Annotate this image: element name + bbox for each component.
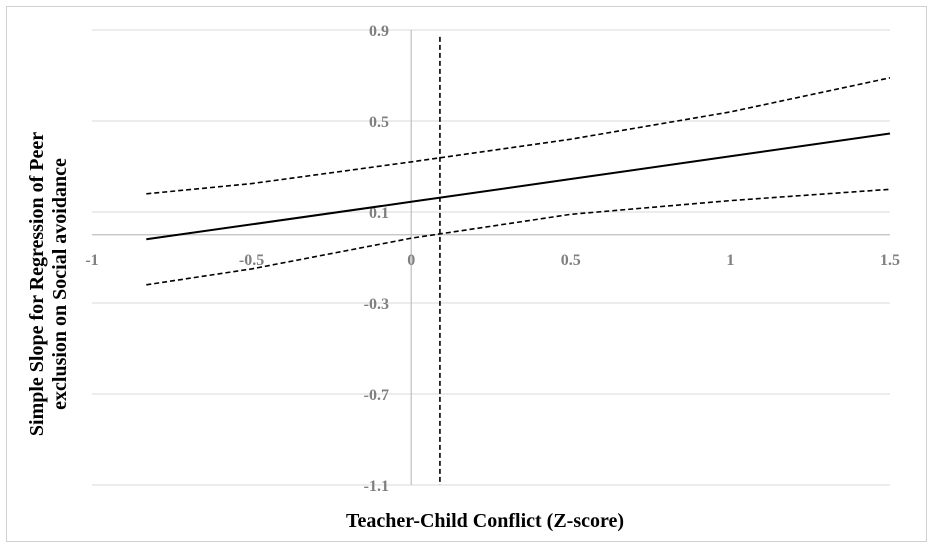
y-axis-title: Simple Slope for Regression of Peer excl…: [26, 132, 71, 436]
x-tick-label: -1: [85, 252, 98, 269]
y-tick-label: 0.1: [369, 205, 389, 222]
x-axis-title: Teacher-Child Conflict (Z-score): [346, 510, 624, 532]
chart-frame: [6, 6, 927, 542]
x-tick-label: 0.5: [561, 252, 581, 269]
x-tick-label: -0.5: [239, 252, 264, 269]
x-tick-labels: -1 -0.5 0 0.5 1 1.5: [85, 252, 900, 269]
axes: [92, 30, 890, 485]
y-axis-title-line-2: exclusion on Social avoidance: [49, 158, 71, 410]
y-tick-labels: 0.9 0.5 0.1 -0.3 -0.7 -1.1: [364, 23, 389, 495]
simple-slope-line: [146, 132, 891, 241]
y-tick-label: -0.7: [364, 387, 389, 404]
y-tick-label: 0.5: [369, 114, 389, 131]
x-tick-label: 1: [726, 252, 734, 269]
grid-lines: [92, 29, 890, 486]
y-tick-label: 0.9: [369, 23, 389, 40]
confidence-band-line: [146, 188, 891, 286]
confidence-band-line: [146, 77, 891, 195]
series-lines: [146, 36, 891, 485]
x-tick-label: 0: [407, 252, 415, 269]
x-tick-label: 1.5: [880, 252, 900, 269]
y-tick-label: -1.1: [364, 478, 389, 495]
y-axis-title-line-1: Simple Slope for Regression of Peer: [26, 132, 48, 436]
y-tick-label: -0.3: [364, 296, 389, 313]
